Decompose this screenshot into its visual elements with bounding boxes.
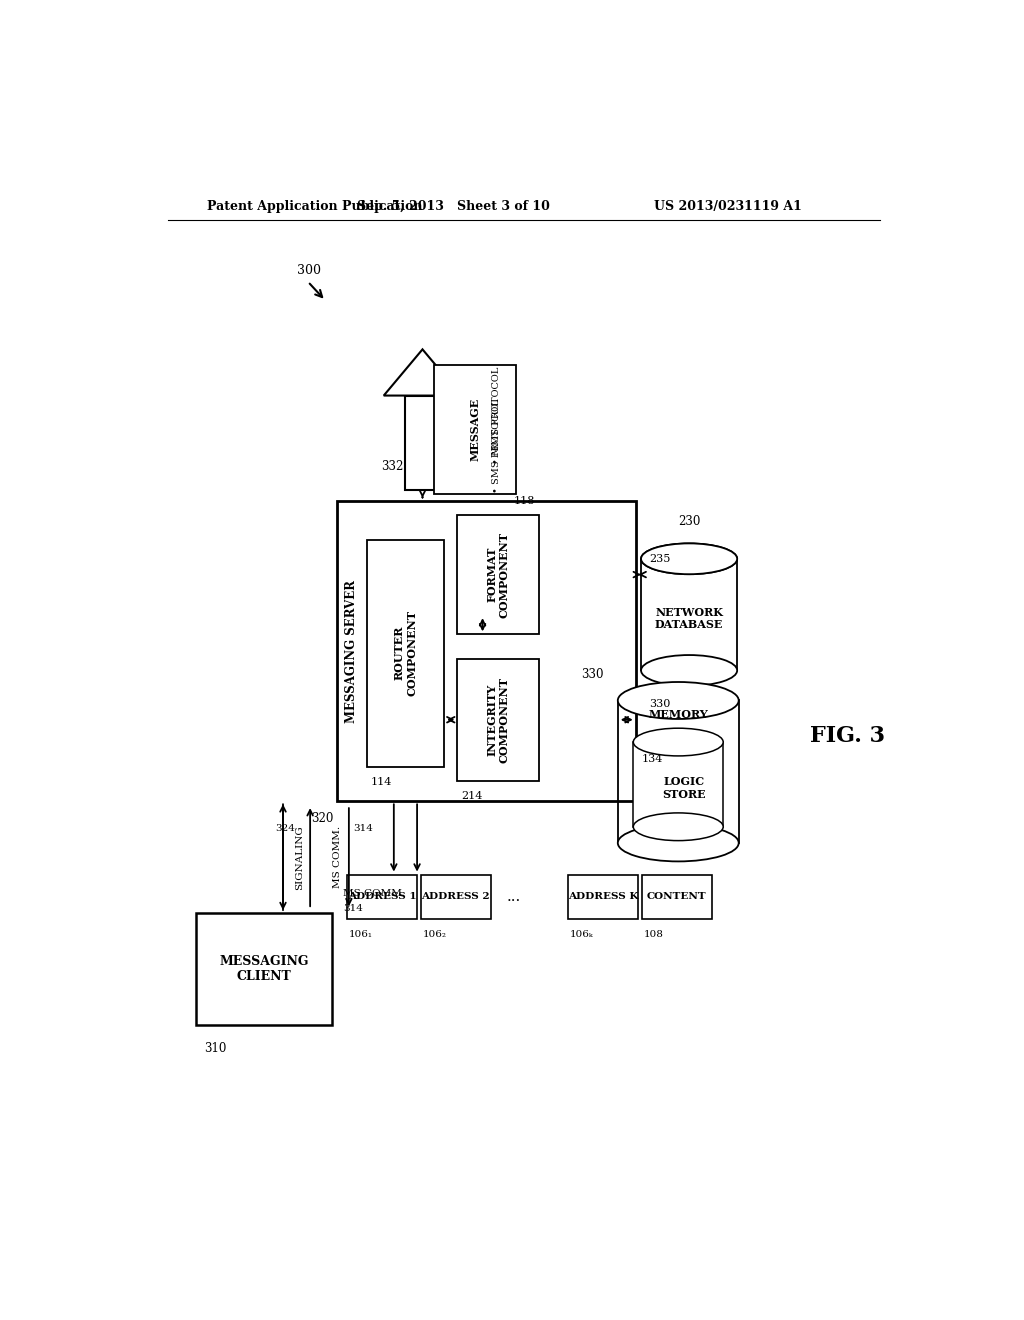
Text: 330: 330 [582, 668, 604, 681]
Bar [568, 874, 638, 919]
Text: 230: 230 [678, 515, 700, 528]
Text: 106ₖ: 106ₖ [569, 929, 594, 939]
Text: MS COMM.: MS COMM. [333, 826, 342, 888]
Text: ADDRESS 2: ADDRESS 2 [422, 892, 490, 902]
Ellipse shape [633, 813, 723, 841]
Text: 300: 300 [297, 264, 321, 277]
Text: 106₁: 106₁ [349, 929, 373, 939]
Bar [617, 701, 738, 843]
Text: MESSAGE: MESSAGE [469, 397, 480, 461]
Bar [641, 558, 737, 671]
Text: MS COMM.: MS COMM. [343, 890, 406, 898]
Text: 106₂: 106₂ [423, 929, 446, 939]
Text: 324: 324 [274, 825, 295, 833]
Bar [347, 874, 417, 919]
Text: 214: 214 [461, 792, 482, 801]
Polygon shape [384, 350, 461, 396]
Bar [434, 364, 515, 494]
Text: SIGNALING: SIGNALING [296, 825, 304, 890]
Bar [367, 540, 444, 767]
Ellipse shape [633, 729, 723, 756]
Text: LOGIC
STORE: LOGIC STORE [663, 776, 707, 800]
Ellipse shape [617, 825, 738, 862]
Text: Sep. 5, 2013   Sheet 3 of 10: Sep. 5, 2013 Sheet 3 of 10 [357, 199, 550, 213]
Bar [458, 659, 539, 780]
Text: 314: 314 [352, 825, 373, 833]
Text: 134: 134 [641, 754, 663, 763]
Text: ...: ... [507, 890, 521, 904]
Text: MESSAGING
CLIENT: MESSAGING CLIENT [219, 954, 309, 983]
Text: ROUTER
COMPONENT: ROUTER COMPONENT [393, 610, 418, 696]
Text: NETWORK
DATABASE: NETWORK DATABASE [655, 607, 723, 631]
Bar [337, 502, 636, 801]
Bar [642, 874, 712, 919]
Text: US 2013/0231119 A1: US 2013/0231119 A1 [654, 199, 802, 213]
Text: 235: 235 [649, 554, 671, 564]
Bar [421, 874, 490, 919]
Text: ADDRESS K: ADDRESS K [568, 892, 638, 902]
Text: MESSAGING SERVER: MESSAGING SERVER [345, 579, 357, 723]
Text: Patent Application Publication: Patent Application Publication [207, 199, 423, 213]
Bar [633, 742, 723, 826]
Text: ADDRESS 1: ADDRESS 1 [348, 892, 417, 902]
Ellipse shape [617, 682, 738, 719]
Text: 310: 310 [204, 1041, 226, 1055]
Bar [197, 913, 332, 1024]
Text: 118: 118 [513, 496, 535, 506]
Bar [458, 515, 539, 635]
Ellipse shape [641, 544, 737, 574]
Text: 314: 314 [343, 904, 364, 912]
Ellipse shape [641, 655, 737, 686]
Text: FIG. 3: FIG. 3 [810, 725, 885, 747]
Text: 330: 330 [649, 700, 671, 709]
Text: • SMS PROTOCOL: • SMS PROTOCOL [492, 400, 501, 494]
Text: 320: 320 [311, 812, 334, 825]
Text: • MMS PROTOCOL: • MMS PROTOCOL [492, 367, 501, 465]
Text: CONTENT: CONTENT [647, 892, 707, 902]
Text: 108: 108 [643, 929, 664, 939]
Polygon shape [406, 396, 439, 490]
Ellipse shape [641, 544, 737, 574]
Text: 332: 332 [381, 459, 403, 473]
Text: FORMAT
COMPONENT: FORMAT COMPONENT [486, 532, 510, 618]
Text: 114: 114 [371, 777, 392, 788]
Text: MEMORY: MEMORY [648, 709, 709, 719]
Text: INTEGRITY
COMPONENT: INTEGRITY COMPONENT [486, 677, 510, 763]
